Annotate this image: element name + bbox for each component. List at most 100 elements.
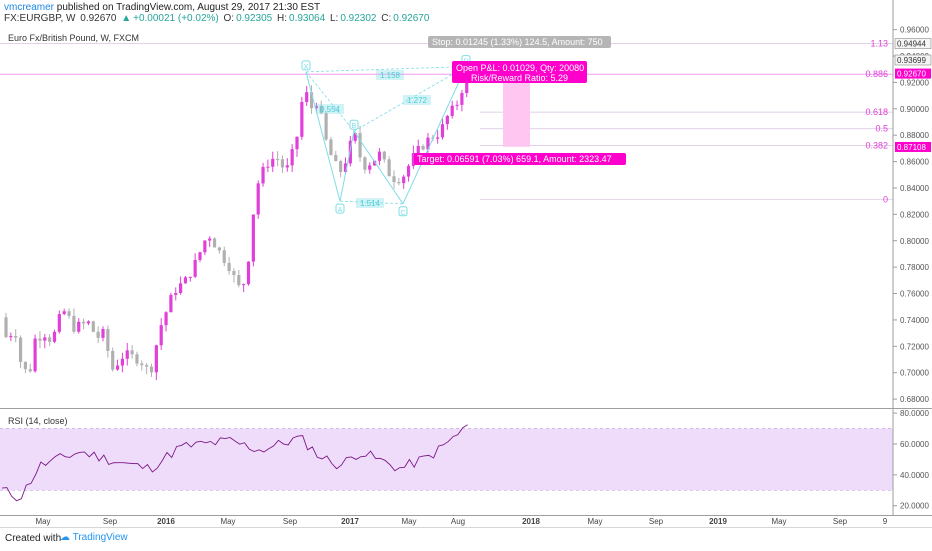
- candle-body[interactable]: [455, 104, 459, 106]
- candle-body[interactable]: [445, 115, 449, 125]
- candle-body[interactable]: [140, 363, 144, 366]
- candle-body[interactable]: [149, 366, 154, 373]
- candle-body[interactable]: [217, 247, 221, 251]
- candle-body[interactable]: [377, 151, 382, 161]
- candle-body[interactable]: [402, 176, 406, 184]
- candle-body[interactable]: [222, 250, 226, 263]
- pattern-point-marker[interactable]: [398, 206, 408, 217]
- candle-body[interactable]: [343, 163, 348, 172]
- candle-body[interactable]: [106, 328, 110, 351]
- candle-body[interactable]: [436, 137, 440, 139]
- candle-body[interactable]: [416, 145, 420, 154]
- candle-body[interactable]: [101, 328, 105, 338]
- candle-body[interactable]: [232, 271, 236, 276]
- pnl-label[interactable]: Open P&L: 0.01029, Qty: 20080Risk/Reward…: [452, 61, 587, 83]
- candle-body[interactable]: [14, 336, 18, 338]
- candle-body[interactable]: [397, 182, 401, 184]
- candle-body[interactable]: [82, 321, 86, 324]
- candle-body[interactable]: [353, 133, 357, 141]
- candle-body[interactable]: [52, 331, 57, 342]
- candle-body[interactable]: [261, 166, 265, 184]
- candle-body[interactable]: [300, 102, 304, 137]
- candle-body[interactable]: [392, 176, 396, 183]
- candle-body[interactable]: [295, 136, 299, 150]
- candle-body[interactable]: [256, 183, 260, 215]
- candle-body[interactable]: [154, 345, 158, 373]
- candle-body[interactable]: [212, 238, 217, 248]
- candle-body[interactable]: [169, 294, 173, 313]
- candle-body[interactable]: [319, 105, 323, 114]
- candle-body[interactable]: [373, 160, 377, 166]
- candle-body[interactable]: [363, 157, 367, 170]
- candle-body[interactable]: [460, 93, 464, 105]
- candle-body[interactable]: [57, 314, 61, 332]
- candle-body[interactable]: [334, 155, 338, 162]
- stop-label[interactable]: Stop: 0.01245 (1.33%) 124.5, Amount: 750: [428, 36, 611, 48]
- candle-body[interactable]: [33, 338, 37, 372]
- candle-body[interactable]: [324, 113, 328, 140]
- candle-body[interactable]: [174, 292, 178, 295]
- candle-body[interactable]: [193, 259, 197, 277]
- candle-body[interactable]: [115, 365, 120, 370]
- price-pane[interactable]: Euro Fx/British Pound, W, FXCM 1.13 0.886 0…: [0, 33, 893, 381]
- candle-body[interactable]: [164, 312, 168, 326]
- candle-body[interactable]: [305, 92, 309, 103]
- author-link[interactable]: vmcreamer: [4, 2, 55, 13]
- candles[interactable]: [4, 68, 474, 381]
- chart-area[interactable]: Euro Fx/British Pound, W, FXCM 1.13 0.886 0…: [0, 0, 932, 527]
- candle-body[interactable]: [203, 240, 207, 253]
- candle-body[interactable]: [368, 165, 372, 170]
- candle-body[interactable]: [72, 315, 76, 332]
- candle-body[interactable]: [406, 165, 411, 177]
- candle-body[interactable]: [28, 369, 32, 372]
- candle-body[interactable]: [285, 165, 289, 168]
- candle-body[interactable]: [86, 321, 91, 324]
- candle-body[interactable]: [309, 92, 314, 109]
- candle-body[interactable]: [96, 331, 100, 338]
- candle-body[interactable]: [358, 133, 362, 158]
- candle-body[interactable]: [271, 158, 275, 167]
- candle-body[interactable]: [179, 283, 183, 293]
- candle-body[interactable]: [77, 321, 81, 332]
- candle-body[interactable]: [266, 166, 270, 168]
- pattern-point-marker[interactable]: [349, 119, 359, 130]
- pattern-point-marker[interactable]: [301, 60, 311, 71]
- candle-body[interactable]: [48, 337, 52, 342]
- candle-body[interactable]: [290, 149, 294, 166]
- candle-body[interactable]: [276, 158, 280, 160]
- tradingview-logo[interactable]: ☁ TradingView: [60, 532, 128, 543]
- candle-body[interactable]: [411, 153, 415, 166]
- candle-body[interactable]: [208, 238, 212, 241]
- candle-body[interactable]: [426, 137, 430, 150]
- candle-body[interactable]: [23, 361, 27, 370]
- rsi-pane[interactable]: RSI (14, close): [0, 416, 893, 502]
- candle-body[interactable]: [130, 350, 134, 355]
- candle-body[interactable]: [339, 161, 343, 172]
- candle-body[interactable]: [91, 321, 95, 332]
- candle-body[interactable]: [18, 337, 23, 362]
- pattern-point-marker[interactable]: [335, 203, 345, 214]
- candle-body[interactable]: [251, 214, 255, 262]
- candle-body[interactable]: [421, 145, 425, 150]
- candle-body[interactable]: [111, 350, 115, 370]
- candle-body[interactable]: [382, 151, 386, 160]
- candle-body[interactable]: [62, 311, 66, 315]
- candle-body[interactable]: [227, 262, 231, 272]
- candle-body[interactable]: [280, 159, 285, 168]
- candle-body[interactable]: [188, 276, 192, 278]
- candle-body[interactable]: [145, 365, 149, 367]
- candle-body[interactable]: [329, 139, 333, 156]
- candle-body[interactable]: [125, 350, 129, 359]
- candle-body[interactable]: [120, 358, 124, 366]
- candle-body[interactable]: [4, 317, 8, 338]
- candle-body[interactable]: [348, 140, 352, 164]
- candle-body[interactable]: [159, 325, 163, 346]
- candle-body[interactable]: [387, 159, 391, 177]
- candle-body[interactable]: [9, 336, 13, 338]
- candle-body[interactable]: [246, 261, 251, 285]
- candle-body[interactable]: [237, 275, 241, 286]
- candle-body[interactable]: [135, 354, 139, 364]
- candle-body[interactable]: [67, 311, 71, 316]
- candle-body[interactable]: [198, 252, 202, 260]
